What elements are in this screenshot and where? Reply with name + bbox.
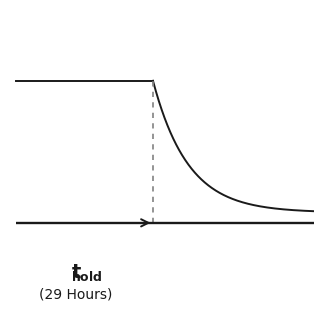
Text: (29 Hours): (29 Hours) [39, 288, 113, 302]
Text: $\mathbf{hold}$: $\mathbf{hold}$ [71, 270, 102, 284]
Text: $\mathbf{t}$: $\mathbf{t}$ [70, 264, 81, 282]
